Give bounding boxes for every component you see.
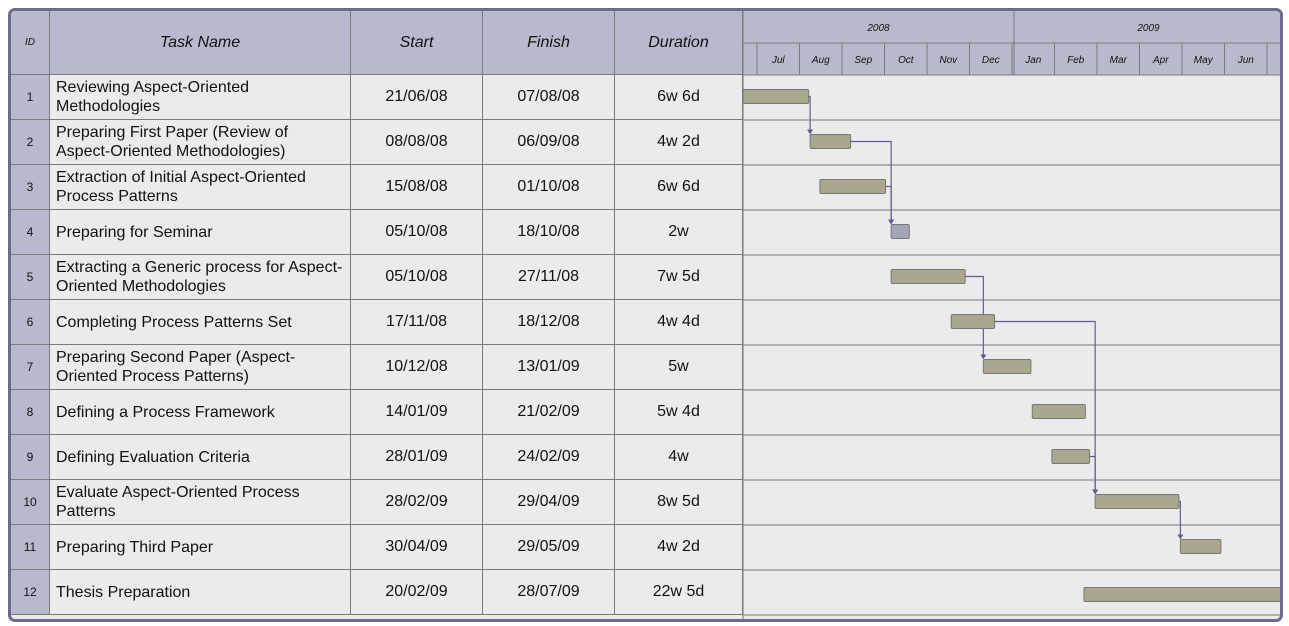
column-header: Task Name [50, 11, 351, 75]
month-label: Nov [939, 55, 958, 66]
task-name: Extracting a Generic process for Aspect-… [50, 255, 351, 300]
task-start: 28/01/09 [351, 435, 483, 480]
column-header: Duration [615, 11, 743, 75]
task-id: 5 [11, 255, 50, 300]
task-name: Preparing Second Paper (Aspect-Oriented … [50, 345, 351, 390]
dependency-link [885, 185, 892, 224]
month-label: Jul [771, 55, 786, 66]
dependency-arrow [888, 219, 895, 225]
task-finish: 27/11/08 [483, 255, 615, 300]
task-bar [819, 179, 887, 194]
task-finish: 18/12/08 [483, 300, 615, 345]
task-name: Thesis Preparation [50, 570, 351, 615]
dependency-link [965, 275, 984, 359]
dependency-link [994, 320, 1096, 494]
task-start: 21/06/08 [351, 75, 483, 120]
month-label: Mar [1110, 55, 1128, 66]
task-name: Preparing for Seminar [50, 210, 351, 255]
gantt-chart: 2008 2009 Jul Aug Sep Oct Nov Dec Jan Feb Mar Apr Ma… [742, 11, 1280, 619]
task-id: 11 [11, 525, 50, 570]
task-bar [809, 134, 852, 149]
task-finish: 24/02/09 [483, 435, 615, 480]
task-name: Preparing Third Paper [50, 525, 351, 570]
task-id: 9 [11, 435, 50, 480]
task-id: 1 [11, 75, 50, 120]
month-label: Sep [854, 55, 872, 66]
task-id: 6 [11, 300, 50, 345]
dependency-arrow [807, 129, 814, 135]
task-start: 15/08/08 [351, 165, 483, 210]
task-name: Reviewing Aspect-Oriented Methodologies [50, 75, 351, 120]
task-finish: 13/01/09 [483, 345, 615, 390]
dependency-arrow [980, 354, 987, 360]
dependency-arrow [1092, 489, 1099, 495]
column-header: ID [11, 11, 50, 75]
column-header: Finish [483, 11, 615, 75]
task-id: 3 [11, 165, 50, 210]
task-bar [1051, 449, 1091, 464]
task-finish: 07/08/08 [483, 75, 615, 120]
task-start: 14/01/09 [351, 390, 483, 435]
task-finish: 06/09/08 [483, 120, 615, 165]
month-label: Jan [1024, 55, 1042, 66]
year-label: 2008 [866, 23, 890, 34]
task-bar [982, 359, 1032, 374]
task-name: Defining a Process Framework [50, 390, 351, 435]
task-id: 4 [11, 210, 50, 255]
dependency-arrow [1177, 534, 1184, 540]
task-id: 10 [11, 480, 50, 525]
dependency-link [1089, 455, 1096, 494]
month-label: Oct [898, 55, 915, 66]
task-id: 7 [11, 345, 50, 390]
month-label: May [1194, 55, 1214, 66]
task-finish: 29/04/09 [483, 480, 615, 525]
task-finish: 01/10/08 [483, 165, 615, 210]
task-finish: 18/10/08 [483, 210, 615, 255]
task-name: Extraction of Initial Aspect-Oriented Pr… [50, 165, 351, 210]
month-label: Dec [982, 55, 1000, 66]
task-bar [742, 89, 810, 104]
task-name: Evaluate Aspect-Oriented Process Pattern… [50, 480, 351, 525]
task-bar [1179, 539, 1222, 554]
task-bar [950, 314, 996, 329]
task-bar [1094, 494, 1180, 509]
month-label: Aug [811, 55, 830, 66]
task-finish: 28/07/09 [483, 570, 615, 615]
task-start: 28/02/09 [351, 480, 483, 525]
task-finish: 29/05/09 [483, 525, 615, 570]
task-name: Defining Evaluation Criteria [50, 435, 351, 480]
task-id: 2 [11, 120, 50, 165]
task-start: 17/11/08 [351, 300, 483, 345]
task-bar [1031, 404, 1086, 419]
task-name: Preparing First Paper (Review of Aspect-… [50, 120, 351, 165]
task-start: 20/02/09 [351, 570, 483, 615]
task-bar [890, 224, 910, 239]
task-start: 05/10/08 [351, 255, 483, 300]
task-start: 30/04/09 [351, 525, 483, 570]
month-label: Jun [1237, 55, 1255, 66]
gantt-table: ID Task Name Start Finish Duration 1 Reviewing… [8, 8, 1283, 622]
column-header: Start [351, 11, 483, 75]
task-bar [1083, 587, 1280, 602]
month-label: Apr [1152, 55, 1169, 66]
task-id: 8 [11, 390, 50, 435]
task-start: 05/10/08 [351, 210, 483, 255]
task-finish: 21/02/09 [483, 390, 615, 435]
task-start: 10/12/08 [351, 345, 483, 390]
month-label: Feb [1067, 55, 1085, 66]
task-bar [890, 269, 966, 284]
task-name: Completing Process Patterns Set [50, 300, 351, 345]
task-start: 08/08/08 [351, 120, 483, 165]
year-label: 2009 [1136, 23, 1160, 34]
task-id: 12 [11, 570, 50, 615]
